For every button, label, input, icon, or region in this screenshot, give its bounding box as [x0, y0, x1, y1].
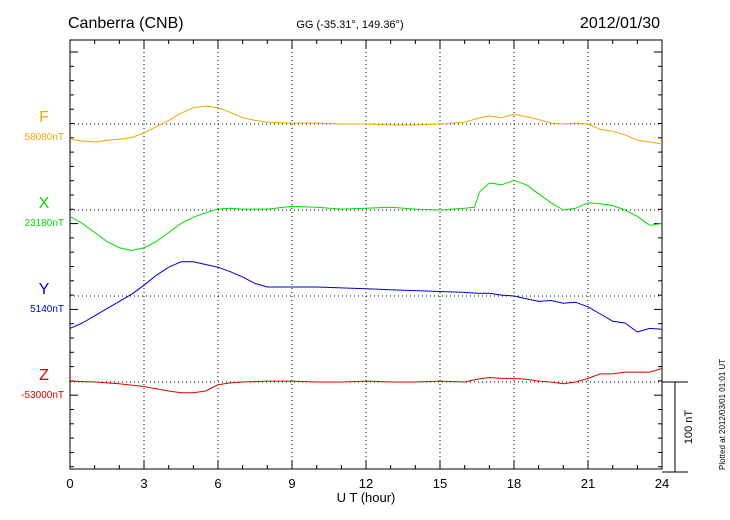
x-tick-label: 12 [359, 476, 373, 491]
station-coordinates: GG (-35.31°, 149.36°) [296, 19, 403, 31]
x-tick-label: 15 [433, 476, 447, 491]
series-baseline-x: 23180nT [25, 218, 64, 229]
x-tick-label: 21 [581, 476, 595, 491]
grid-lines [70, 40, 662, 469]
series-baseline-f: 58080nT [25, 132, 64, 143]
series-name-x: X [39, 195, 50, 212]
series-name-z: Z [39, 367, 49, 384]
series-baseline-z: -53000nT [21, 390, 64, 401]
plot-date: 2012/01/30 [580, 15, 660, 32]
x-axis-ticks: 0 3 6 9 12 15 18 21 24 [66, 40, 669, 491]
series-line-y [69, 261, 663, 333]
x-tick-label: 9 [288, 476, 295, 491]
x-tick-label: 24 [655, 476, 669, 491]
series-group [69, 105, 663, 394]
series-line-f [69, 105, 663, 145]
x-tick-label: 3 [140, 476, 147, 491]
series-line-z [69, 368, 663, 394]
x-tick-label: 6 [214, 476, 221, 491]
scale-bar: 100 nT [662, 381, 695, 473]
y-axis-ticks [70, 51, 662, 468]
scale-bar-label: 100 nT [683, 410, 695, 445]
x-axis-label: U T (hour) [337, 490, 396, 505]
series-line-x [69, 179, 663, 251]
plotted-timestamp-note: Plotted at 2012/03/01 01:01 UT [718, 359, 727, 470]
station-title: Canberra (CNB) [68, 15, 184, 32]
x-tick-label: 0 [66, 476, 73, 491]
series-name-y: Y [39, 281, 50, 298]
series-baseline-y: 5140nT [30, 304, 64, 315]
series-name-f: F [39, 109, 49, 126]
x-tick-label: 18 [507, 476, 521, 491]
series-labels: F 58080nT X 23180nT Y 5140nT Z -53000nT [21, 109, 64, 401]
